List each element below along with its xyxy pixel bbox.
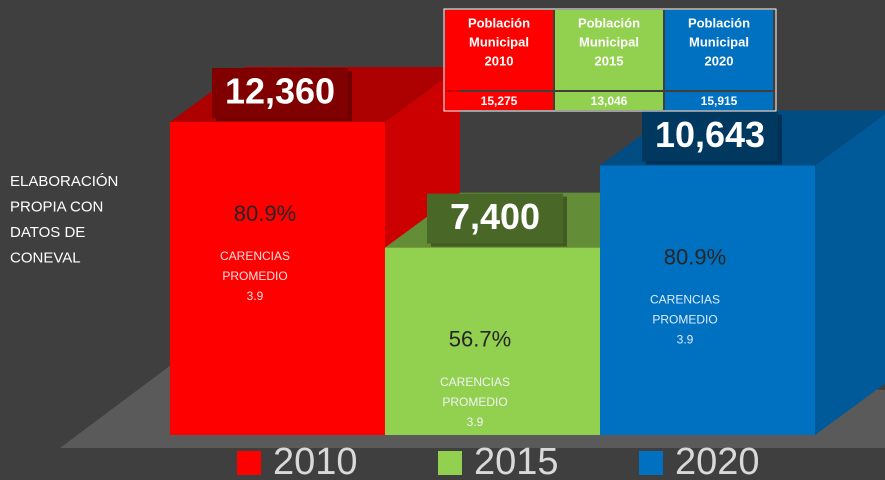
table-header-text: Municipal — [579, 34, 639, 49]
bar — [600, 165, 815, 436]
value-label: 7,400 — [450, 196, 540, 237]
bar — [170, 122, 385, 435]
legend-label: 2020 — [675, 441, 760, 480]
annotation-text: CARENCIAS — [440, 375, 510, 389]
percent-label: 80.9% — [664, 244, 726, 269]
table-header-cell — [555, 10, 663, 90]
table-header-text: Municipal — [469, 34, 529, 49]
table-cell — [665, 92, 773, 110]
annotation-text: 3.9 — [467, 415, 484, 429]
source-note: ELABORACIÓN — [10, 173, 118, 190]
table-header-text: Población — [468, 15, 530, 30]
bar-side — [815, 114, 885, 435]
annotation-text: PROMEDIO — [222, 269, 287, 283]
table-header-text: Municipal — [689, 34, 749, 49]
table-header-cell — [445, 10, 553, 90]
annotation-text: 3.9 — [247, 289, 264, 303]
value-label: 10,643 — [655, 114, 765, 155]
source-note: PROPIA CON — [10, 198, 103, 215]
legend-swatch — [639, 451, 663, 475]
table-value: 15,275 — [481, 94, 518, 108]
annotation-text: PROMEDIO — [442, 395, 507, 409]
table-border — [443, 8, 777, 112]
value-label-box — [427, 193, 563, 244]
table-cell — [445, 92, 553, 110]
annotation-text: PROMEDIO — [652, 313, 717, 327]
bar — [385, 247, 600, 435]
table-header-text: 2015 — [595, 53, 624, 68]
annotation-text: CARENCIAS — [650, 293, 720, 307]
legend-swatch — [438, 451, 462, 475]
table-header-text: 2020 — [705, 53, 734, 68]
table-cell — [555, 92, 663, 110]
annotation-text: CARENCIAS — [220, 249, 290, 263]
legend-label: 2015 — [474, 441, 559, 480]
table-header-text: 2010 — [485, 53, 514, 68]
table-value: 13,046 — [591, 94, 628, 108]
source-note: CONEVAL — [10, 249, 81, 266]
table-header-text: Población — [578, 15, 640, 30]
percent-label: 56.7% — [449, 326, 511, 351]
percent-label: 80.9% — [234, 201, 296, 226]
legend-label: 2010 — [273, 441, 358, 480]
source-note: DATOS DE — [10, 224, 85, 241]
annotation-text: 3.9 — [677, 333, 694, 347]
legend-swatch — [237, 451, 261, 475]
table-header-text: Población — [688, 15, 750, 30]
table-value: 15,915 — [701, 94, 738, 108]
value-label: 12,360 — [225, 71, 335, 112]
value-label-box — [642, 111, 778, 162]
table-header-cell — [665, 10, 773, 90]
value-label-box — [212, 68, 348, 118]
